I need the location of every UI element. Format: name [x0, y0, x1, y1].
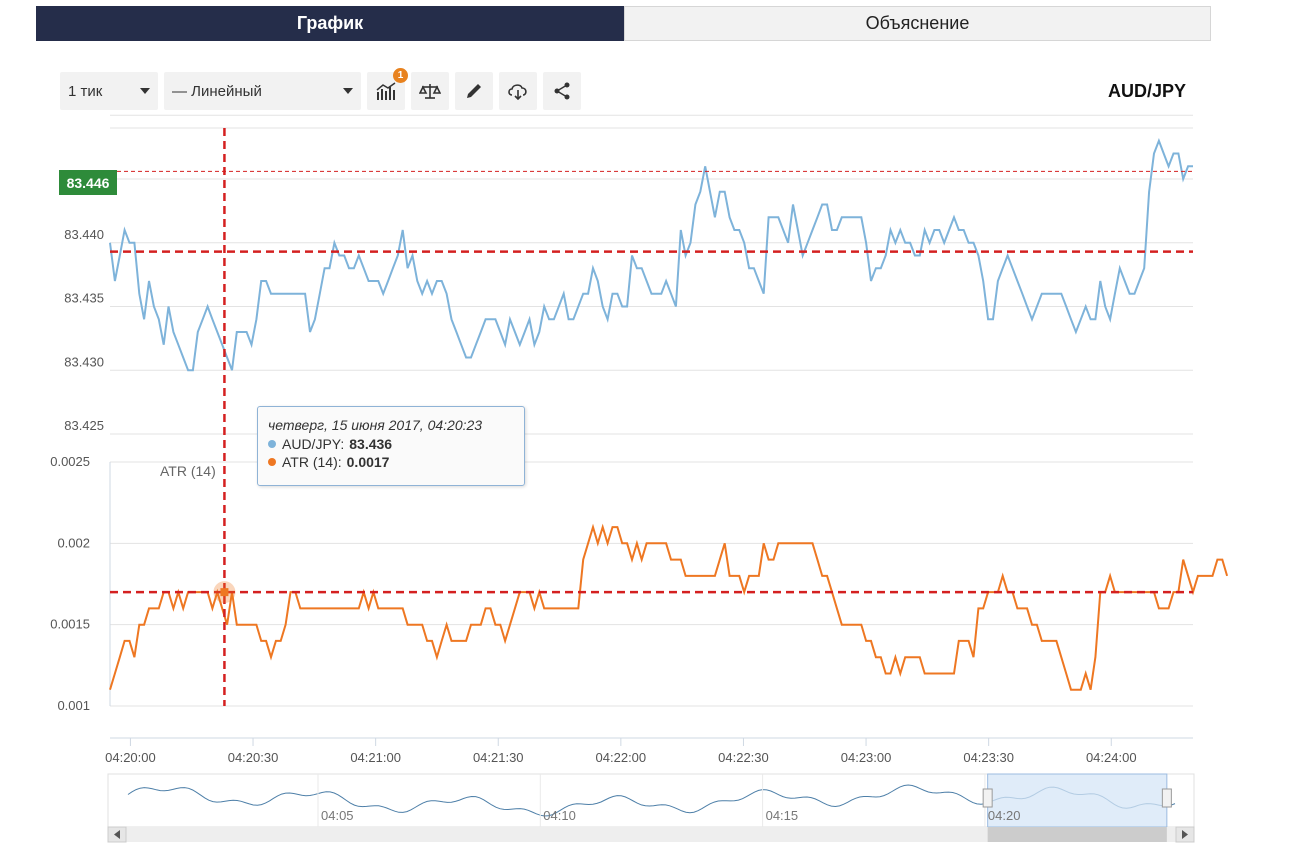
- scroll-left-arrow-icon: [114, 830, 120, 839]
- indicators-button[interactable]: 1: [367, 68, 408, 110]
- y-tick-label: 83.425: [64, 418, 104, 433]
- navigator[interactable]: 04:05 04:10 04:15 04:20: [107, 773, 1195, 828]
- tab-explanation[interactable]: Объяснение: [624, 6, 1211, 41]
- share-button[interactable]: [543, 72, 581, 110]
- download-button[interactable]: [499, 72, 537, 110]
- chevron-down-icon: [343, 88, 353, 94]
- scroll-right-arrow-icon: [1182, 830, 1188, 839]
- x-tick-label: 04:22:30: [718, 750, 769, 765]
- scales-icon: [419, 84, 441, 99]
- price-series-dot: [268, 440, 276, 448]
- y-tick-label: 83.440: [64, 227, 104, 242]
- tooltip-atr-value: 0.0017: [346, 454, 390, 470]
- current-price-badge: 83.446: [59, 170, 117, 195]
- chart-type-value: — Линейный: [172, 82, 262, 100]
- scrollbar[interactable]: [107, 826, 1195, 843]
- scrollbar-track: [108, 827, 1194, 842]
- atr-y-tick-label: 0.002: [57, 535, 90, 550]
- tab-chart[interactable]: График: [36, 6, 624, 41]
- x-tick-label: 04:20:00: [105, 750, 156, 765]
- x-tick-label: 04:21:00: [350, 750, 401, 765]
- x-tick-label: 04:20:30: [228, 750, 279, 765]
- navigator-tick-label: 04:20: [988, 808, 1021, 823]
- price-badge-bg: [59, 170, 117, 195]
- price-line: [109, 137, 1193, 372]
- atr-marker: [220, 588, 229, 597]
- tooltip-date: четверг, 15 июня 2017, 04:20:23: [268, 417, 483, 433]
- x-tick-label: 04:21:30: [473, 750, 524, 765]
- atr-line: [109, 523, 1229, 691]
- price-badge-text: 83.446: [67, 175, 110, 191]
- x-tick-label: 04:22:00: [596, 750, 647, 765]
- draw-button[interactable]: [455, 72, 493, 110]
- price-grid: 83.425 83.430 83.435 83.440: [64, 114, 1193, 435]
- atr-y-tick-label: 0.0025: [50, 454, 90, 469]
- indicators-count-badge: 1: [393, 68, 408, 83]
- atr-indicator-label: ATR (14): [160, 463, 216, 479]
- x-tick-label: 04:24:00: [1086, 750, 1137, 765]
- x-tick-label: 04:23:00: [841, 750, 892, 765]
- y-tick-label: 83.430: [64, 354, 104, 369]
- interval-value: 1 тик: [68, 82, 103, 100]
- cloud-download-icon: [508, 84, 527, 100]
- chart-type-select[interactable]: — Линейный: [164, 72, 361, 110]
- x-tick-label: 04:23:30: [963, 750, 1014, 765]
- tooltip-price-row: AUD/JPY: 83.436: [268, 435, 514, 453]
- share-icon: [554, 82, 570, 100]
- atr-series-dot: [268, 458, 276, 466]
- atr-y-tick-label: 0.001: [57, 698, 90, 713]
- tooltip-price-value: 83.436: [349, 436, 393, 452]
- compare-button[interactable]: [411, 72, 449, 110]
- chart-tooltip: четверг, 15 июня 2017, 04:20:23 AUD/JPY:…: [257, 406, 525, 486]
- chevron-down-icon: [140, 88, 150, 94]
- pencil-icon: [467, 84, 481, 98]
- navigator-handle-left[interactable]: [982, 788, 993, 808]
- scrollbar-thumb[interactable]: [987, 827, 1167, 842]
- navigator-ticks: 04:05 04:10 04:15 04:20: [317, 774, 1021, 827]
- navigator-handle-right[interactable]: [1161, 788, 1172, 808]
- y-tick-label: 83.435: [64, 291, 104, 306]
- tooltip-price-label: AUD/JPY:: [282, 436, 345, 452]
- atr-y-tick-label: 0.0015: [50, 617, 90, 632]
- axis-ticks: 04:20:00 04:20:30 04:21:00 04:21:30 04:22:00…: [105, 737, 1193, 765]
- tooltip-atr-label: ATR (14):: [282, 454, 342, 470]
- interval-select[interactable]: 1 тик: [60, 72, 158, 110]
- tab-bar: График Объяснение: [36, 6, 1211, 41]
- navigator-tick-label: 04:10: [543, 808, 576, 823]
- chart-toolbar: 1 тик — Линейный 1: [60, 68, 581, 110]
- indicators-icon: [376, 82, 396, 100]
- symbol-label: AUD/JPY: [1107, 81, 1186, 101]
- navigator-tick-label: 04:05: [321, 808, 354, 823]
- tooltip-atr-row: ATR (14): 0.0017: [268, 453, 514, 471]
- navigator-tick-label: 04:15: [766, 808, 799, 823]
